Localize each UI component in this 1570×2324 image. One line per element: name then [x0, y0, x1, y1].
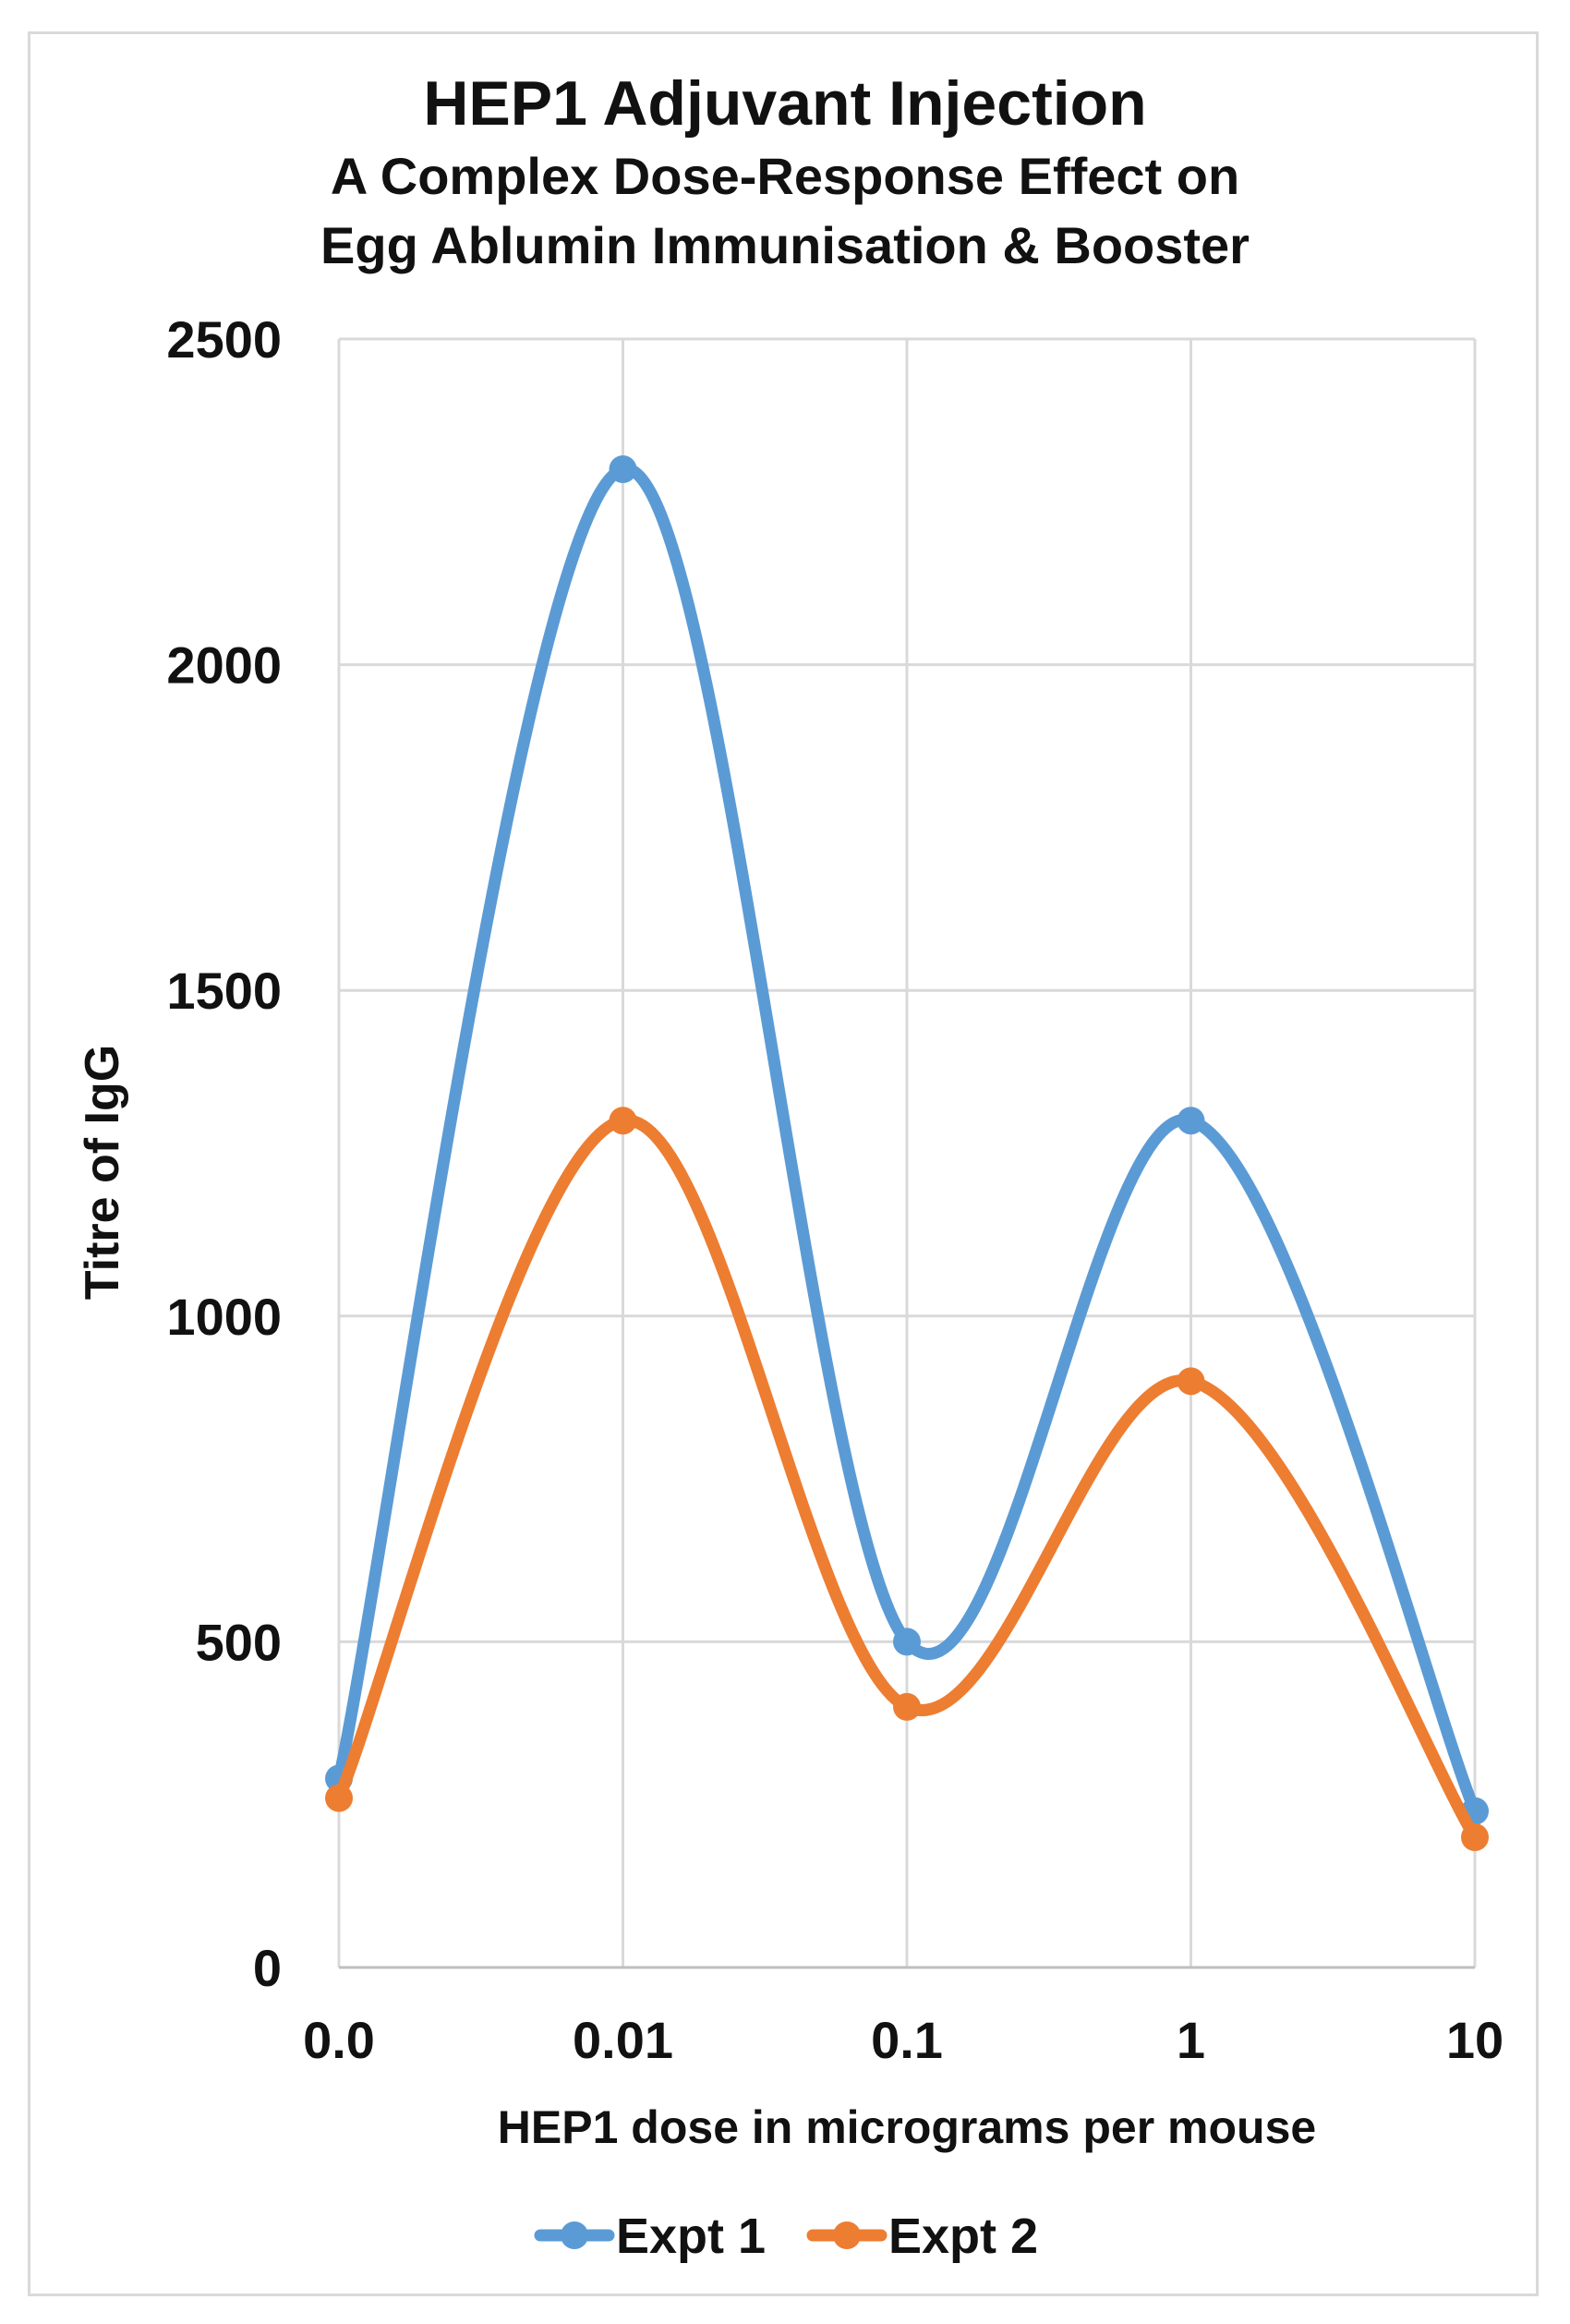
- legend-marker: [833, 2221, 861, 2249]
- chart-subtitle-line-1: A Complex Dose-Response Effect on: [331, 147, 1239, 205]
- series-1: [325, 455, 1489, 1825]
- x-tick-label: 0.01: [573, 2011, 673, 2069]
- chart-frame: [28, 31, 1539, 2296]
- x-axis-label: HEP1 dose in micrograms per mouse: [498, 2101, 1316, 2153]
- y-tick-label: 0: [253, 1939, 282, 1997]
- y-tick-label: 2000: [166, 636, 282, 695]
- data-point: [325, 1784, 353, 1812]
- data-point: [1177, 1367, 1205, 1396]
- y-tick-label: 1000: [166, 1288, 282, 1346]
- series-line: [332, 1114, 1481, 1844]
- legend-marker: [561, 2221, 588, 2249]
- series-line: [332, 463, 1481, 1818]
- y-axis-label: Titre of IgG: [76, 1045, 129, 1300]
- data-point: [609, 1107, 637, 1135]
- y-tick-label: 2500: [166, 310, 282, 369]
- data-point: [609, 455, 637, 484]
- data-point: [1461, 1822, 1489, 1851]
- legend: Expt 1 Expt 2: [534, 2209, 1038, 2264]
- y-tick-label: 500: [196, 1613, 282, 1671]
- y-tick-label: 1500: [166, 962, 282, 1020]
- legend-item: Expt 2: [806, 2209, 1038, 2264]
- series-2: [325, 1107, 1489, 1851]
- chart-title: HEP1 Adjuvant Injection: [423, 68, 1146, 139]
- x-tick-label: 0.1: [871, 2011, 943, 2069]
- legend-label: Expt 2: [888, 2209, 1038, 2264]
- series-group: [325, 455, 1489, 1851]
- legend-item: Expt 1: [534, 2209, 766, 2264]
- chart-subtitle-line-2: Egg Ablumin Immunisation & Booster: [320, 216, 1250, 274]
- data-point: [893, 1628, 921, 1656]
- data-point: [1177, 1107, 1205, 1135]
- x-tick-label: 1: [1177, 2011, 1205, 2069]
- legend-label: Expt 1: [616, 2209, 766, 2264]
- tick-labels: 0 500 1000 1500 2000 2500 0.0 0.01 0.1 1 10: [166, 310, 1504, 2069]
- x-tick-label: 0.0: [303, 2011, 375, 2069]
- x-tick-label: 10: [1446, 2011, 1504, 2069]
- data-point: [893, 1692, 921, 1721]
- grid: [337, 337, 1477, 1967]
